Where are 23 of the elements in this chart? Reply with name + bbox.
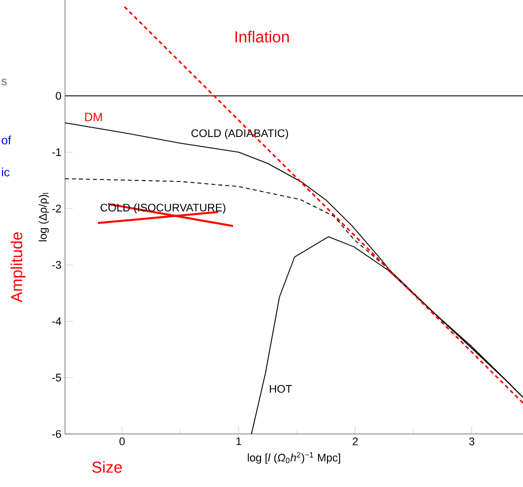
y-tick-label: -1 [52,148,61,156]
annotation: DM [85,112,102,122]
text: of [2,136,12,144]
y-tick-label: -5 [52,374,62,382]
y-tick-label: -2 [52,204,61,212]
y-tick-label: 0 [56,92,62,100]
text: Inflation [235,30,289,42]
x-tick-label: 2 [352,438,358,446]
text: ic [2,168,10,176]
x-tick-label: 1 [236,438,242,446]
y-tick-label: -6 [52,430,62,438]
series-label: HOT [270,385,292,393]
series-label: COLD (ADIABATIC) [191,129,288,140]
x-tick-label: 0 [119,438,125,446]
x-tick-label: 3 [469,438,474,446]
text: log [l (Ω$_{0}$h$^{2}$)$^{−1}$ Mpc] [248,452,340,464]
y-tick-label: -4 [52,318,62,326]
text: Amplitude [10,232,26,302]
text: Size [92,461,122,473]
y-tick-label: -3 [52,261,62,269]
text: s [2,78,7,86]
y-axis-title: log (Δρ/ρ)$_{l}$ [38,193,49,242]
series-label: COLD (ISOCURVATURE) [100,203,226,214]
